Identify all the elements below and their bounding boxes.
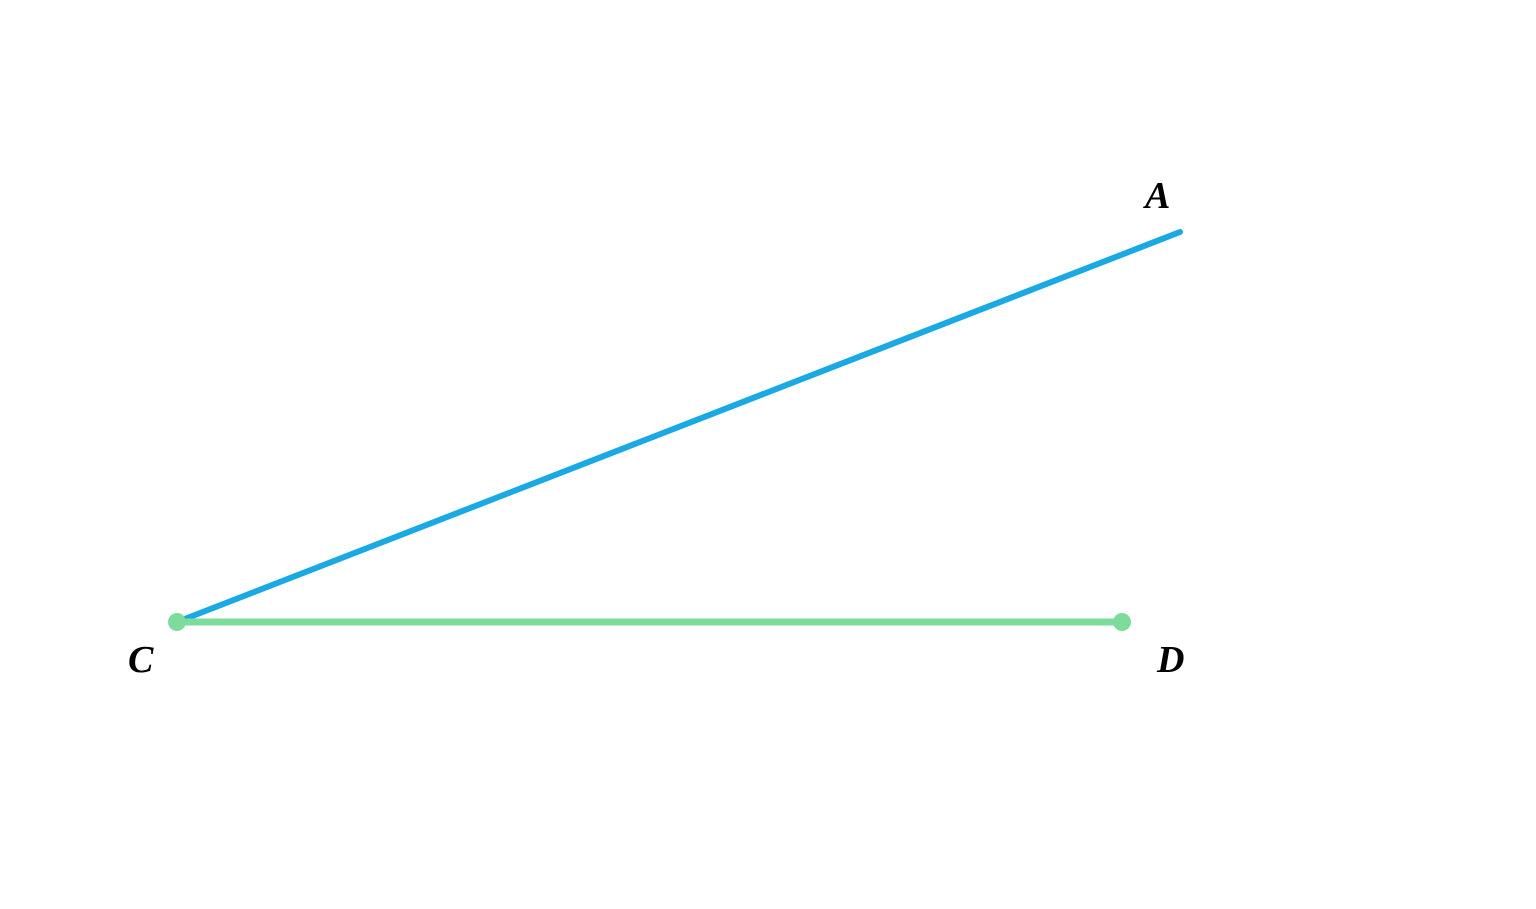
point-D-marker: [1113, 613, 1131, 631]
point-C-marker: [168, 613, 186, 631]
line-CA: [177, 232, 1180, 622]
label-C: C: [128, 639, 154, 681]
label-D: D: [1156, 639, 1184, 681]
label-A: A: [1143, 175, 1170, 217]
geometry-diagram: A C D: [0, 0, 1536, 909]
